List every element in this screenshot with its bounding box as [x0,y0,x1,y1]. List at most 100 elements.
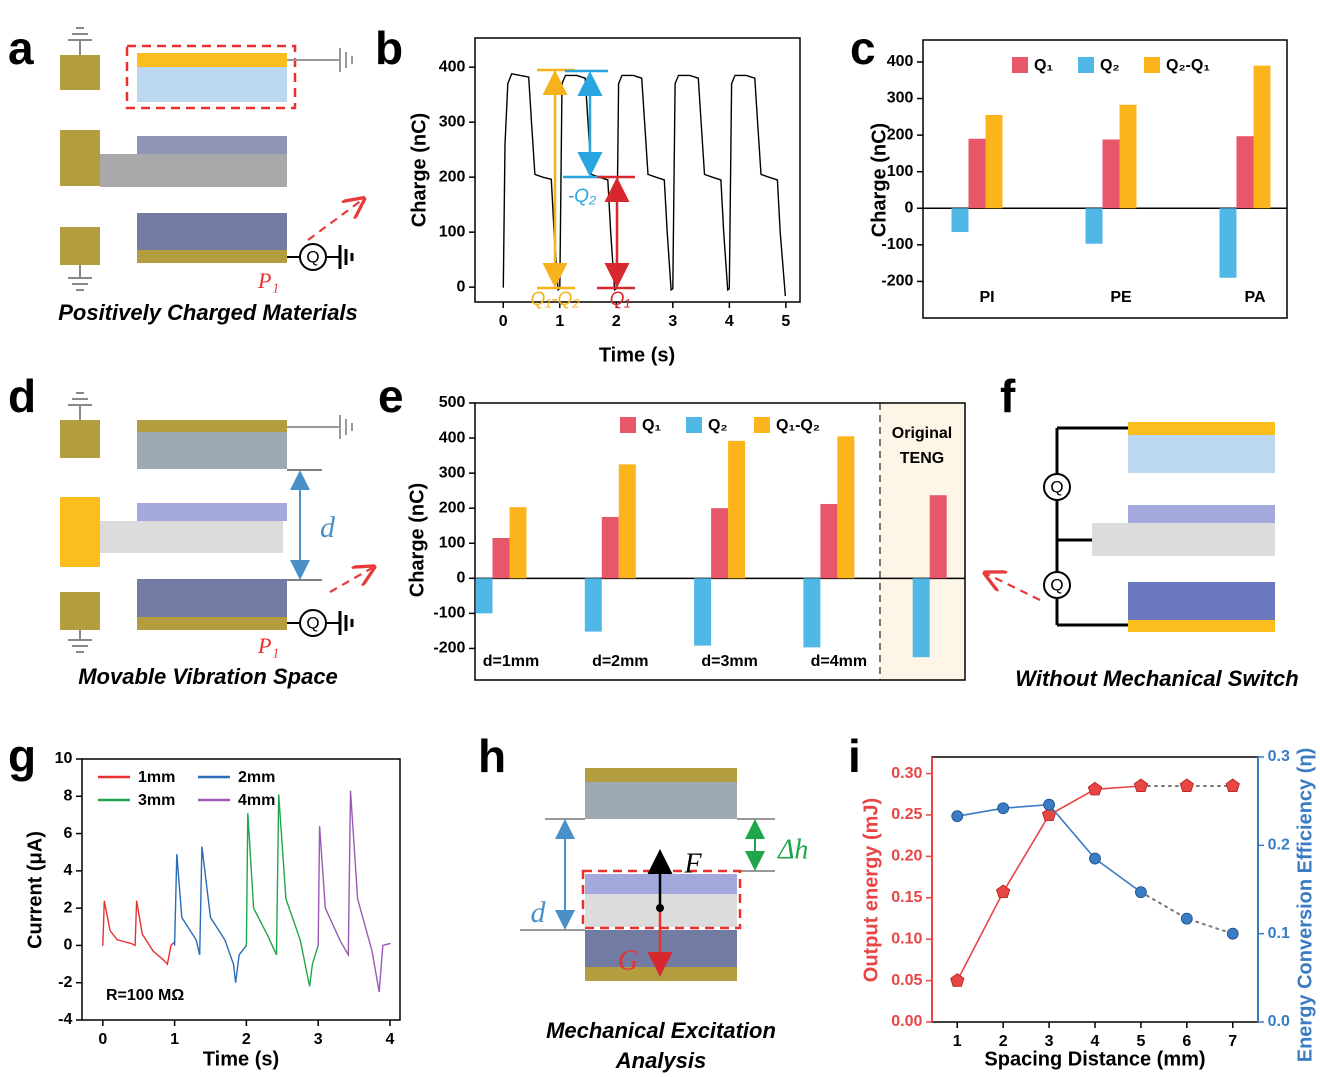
x-tick-label: 2 [242,1031,251,1048]
caption: Positively Charged Materials [58,300,358,325]
y-tick-label: -2 [58,974,72,991]
y-tick-label: 200 [439,499,466,516]
layer [60,130,100,186]
meter-label: Q [1050,477,1063,496]
layer [1092,523,1275,556]
category-label: PI [979,289,994,306]
caption: Movable Vibration Space [78,664,338,689]
plot-frame [81,758,401,1021]
data-point [1226,927,1239,940]
y2-axis-label: Energy Conversion Efficiency (η) [1294,748,1316,1063]
legend-label: Q₂ [1100,57,1120,74]
annotation: Original [892,425,952,442]
x-tick-label: 4 [385,1031,394,1048]
x-tick-label: 3 [668,313,677,330]
wire [329,568,372,593]
bar [912,578,930,658]
annotation: TENG [900,450,944,467]
data-line [502,73,786,297]
bar [475,578,493,614]
y-tick-label: 0.30 [891,765,922,782]
x-tick-label: 1 [170,1031,179,1048]
bar [728,440,746,579]
legend-swatch [686,417,702,433]
bar [929,495,947,579]
y-tick-label: 0.05 [891,972,922,989]
plot-frame [922,39,1288,319]
panel-label: i [848,730,861,782]
legend-label: Q₁ [642,417,661,434]
y-axis-label: Charge (nC) [868,123,890,237]
data-point [997,802,1010,815]
data-point [1043,798,1055,811]
y-tick-label: 0.10 [891,930,922,947]
x-tick-label: 1 [953,1033,962,1050]
layer [100,521,283,553]
caption: Without Mechanical Switch [1015,666,1298,691]
panel-label: f [1000,370,1016,422]
legend-label: 4mm [238,792,275,809]
data-point [951,810,964,823]
x-tick-label: 3 [1045,1033,1054,1050]
category-label: PE [1110,289,1132,306]
y-tick-label: 0 [63,937,72,954]
data-point [996,884,1011,898]
wire [987,574,1041,601]
y-tick-label: 300 [439,113,466,130]
electrode-label: P₁ [257,268,279,293]
data-line [317,790,391,993]
layer [1128,620,1275,632]
y-axis-label: Output energy (mJ) [860,798,882,982]
data-point [1087,781,1103,796]
bar [711,508,729,579]
x-tick-label: 7 [1228,1033,1237,1050]
legend-swatch [1012,57,1028,73]
legend-label: Q₁ [1034,57,1053,74]
x-tick-label: 4 [1091,1033,1100,1050]
bar [1219,208,1237,278]
electrode-label: P₁ [257,633,279,658]
category-label: PA [1244,289,1265,306]
y-tick-label: 0.2 [1268,837,1290,854]
bar [803,578,821,648]
legend-label: 3mm [138,792,175,809]
bar [985,114,1003,209]
bar [509,507,527,579]
layer [137,579,287,617]
layer [100,154,287,187]
y-tick-label: 4 [63,862,72,879]
y-tick-label: 0.25 [891,806,922,823]
y-tick-label: 0.15 [891,889,922,906]
layer [585,768,737,782]
data-line [245,794,319,987]
panel-label: d [8,370,36,422]
caption: Mechanical Excitation [546,1018,776,1043]
y-tick-label: 100 [887,163,914,180]
force-label: F [683,848,702,879]
x-tick-label: 0 [98,1031,107,1048]
y-tick-label: 500 [439,394,466,411]
delta-label: Δh [777,834,808,865]
y-tick-label: 400 [439,58,466,75]
y-tick-label: 0.00 [891,1013,922,1030]
bar [837,436,855,579]
gap-label: d [531,896,547,929]
caption: Analysis [615,1048,707,1073]
layer [60,592,100,630]
layer [1128,582,1275,620]
bar [951,208,969,233]
y-tick-label: 0 [456,278,465,295]
legend-swatch [620,417,636,433]
x-tick-label: 1 [555,313,564,330]
y-tick-label: 200 [439,168,466,185]
data-point [1089,852,1101,865]
centroid [656,904,664,912]
data-line [173,846,248,983]
data-point [1133,778,1149,792]
legend-swatch [1078,57,1094,73]
y-tick-label: -200 [433,640,465,657]
y-tick-label: 2 [63,899,72,916]
category-label: d=2mm [592,653,648,670]
data-point [1135,886,1147,899]
